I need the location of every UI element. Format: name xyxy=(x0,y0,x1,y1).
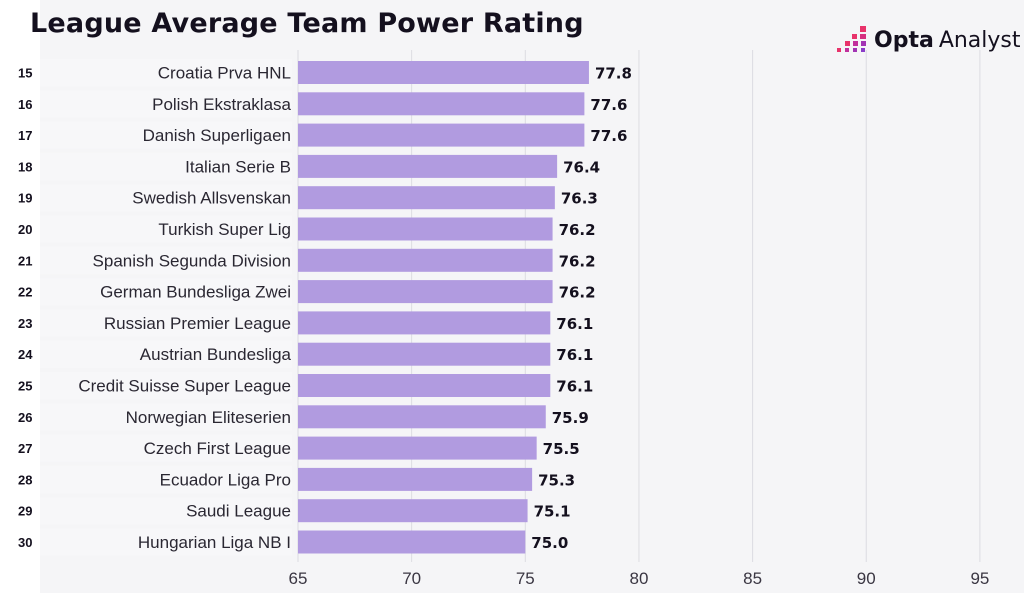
rank-label: 22 xyxy=(18,285,32,300)
value-label: 75.1 xyxy=(534,503,571,521)
row-label-background xyxy=(40,497,292,525)
value-label: 77.6 xyxy=(590,127,627,145)
x-tick-label: 95 xyxy=(970,569,989,588)
rank-label: 28 xyxy=(18,472,32,487)
row-label-background xyxy=(40,184,292,212)
value-label: 76.2 xyxy=(559,252,596,270)
x-tick-label: 80 xyxy=(629,569,648,588)
value-label: 77.8 xyxy=(595,65,632,83)
bar-3[interactable] xyxy=(298,123,585,147)
rank-label: 29 xyxy=(18,504,32,519)
opta-pixel-logo-icon xyxy=(837,26,866,52)
row-label-background xyxy=(40,152,292,181)
rank-label: 17 xyxy=(18,128,32,143)
x-tick-label: 65 xyxy=(289,569,308,588)
category-label: Saudi League xyxy=(186,502,291,521)
row-label-background xyxy=(40,528,292,556)
value-label: 76.1 xyxy=(556,315,593,333)
bar-15[interactable] xyxy=(298,499,528,523)
value-label: 75.0 xyxy=(531,534,568,552)
value-label: 76.2 xyxy=(559,221,596,239)
category-label: Italian Serie B xyxy=(185,157,291,176)
bar-8[interactable] xyxy=(298,280,553,304)
rank-label: 19 xyxy=(18,191,32,206)
value-label: 76.4 xyxy=(563,158,600,176)
row-label-background xyxy=(40,278,292,306)
bar-4[interactable] xyxy=(298,154,558,178)
bar-10[interactable] xyxy=(298,342,551,366)
bar-11[interactable] xyxy=(298,374,551,397)
row-label-background xyxy=(40,121,292,149)
value-label: 77.6 xyxy=(590,96,627,114)
x-tick-label: 90 xyxy=(857,569,876,588)
x-tick-label: 75 xyxy=(516,569,535,588)
value-label: 75.9 xyxy=(552,409,589,427)
rank-label: 30 xyxy=(18,535,32,550)
row-label-background xyxy=(40,246,292,275)
row-label-background xyxy=(40,340,292,368)
row-label-background xyxy=(40,403,292,431)
category-label: Russian Premier League xyxy=(104,314,291,333)
row-label-background xyxy=(40,372,292,400)
bar-2[interactable] xyxy=(298,92,585,116)
row-label-background xyxy=(40,90,292,118)
category-label: Swedish Allsvenskan xyxy=(132,189,291,208)
rank-label: 24 xyxy=(18,347,33,362)
x-tick-label: 85 xyxy=(743,569,762,588)
category-label: Polish Ekstraklasa xyxy=(152,95,291,114)
value-label: 76.1 xyxy=(556,378,593,396)
bar-16[interactable] xyxy=(298,530,526,554)
bar-5[interactable] xyxy=(298,186,555,210)
logo-brand-text: Opta xyxy=(874,27,934,53)
bar-7[interactable] xyxy=(298,248,553,272)
rank-label: 23 xyxy=(18,316,32,331)
category-label: German Bundesliga Zwei xyxy=(100,283,291,302)
value-label: 76.2 xyxy=(559,284,596,302)
row-label-background xyxy=(40,215,292,243)
rank-label: 26 xyxy=(18,410,32,425)
category-label: Ecuador Liga Pro xyxy=(160,470,291,489)
category-label: Spanish Segunda Division xyxy=(93,251,291,270)
category-label: Turkish Super Lig xyxy=(158,220,291,239)
value-label: 76.3 xyxy=(561,190,598,208)
rank-label: 21 xyxy=(18,253,32,268)
x-tick-label: 70 xyxy=(402,569,421,588)
bar-1[interactable] xyxy=(298,61,589,84)
value-label: 76.1 xyxy=(556,346,593,364)
bar-6[interactable] xyxy=(298,217,553,241)
chart-title: League Average Team Power Rating xyxy=(30,8,584,39)
category-label: Credit Suisse Super League xyxy=(78,377,291,396)
rank-label: 25 xyxy=(18,379,32,394)
value-label: 75.3 xyxy=(538,471,575,489)
rank-label: 15 xyxy=(18,66,32,81)
bar-9[interactable] xyxy=(298,311,551,335)
bar-14[interactable] xyxy=(298,467,533,491)
value-label: 75.5 xyxy=(543,440,580,458)
category-label: Danish Superligaen xyxy=(143,126,291,145)
row-label-background xyxy=(40,309,292,337)
opta-analyst-logo: Opta Analyst xyxy=(836,24,1021,56)
rank-label: 16 xyxy=(18,97,32,112)
row-label-background xyxy=(40,434,292,462)
logo-product-text: Analyst xyxy=(938,27,1021,53)
category-label: Norwegian Eliteserien xyxy=(126,408,291,427)
bar-13[interactable] xyxy=(298,436,537,460)
rank-label: 20 xyxy=(18,222,32,237)
category-label: Austrian Bundesliga xyxy=(140,345,292,364)
category-label: Croatia Prva HNL xyxy=(158,64,291,83)
rank-label: 27 xyxy=(18,441,32,456)
row-label-background xyxy=(40,59,292,87)
category-label: Hungarian Liga NB I xyxy=(138,533,291,552)
rank-label: 18 xyxy=(18,159,32,174)
row-label-background xyxy=(40,465,292,494)
bar-12[interactable] xyxy=(298,405,546,429)
category-label: Czech First League xyxy=(144,439,291,458)
